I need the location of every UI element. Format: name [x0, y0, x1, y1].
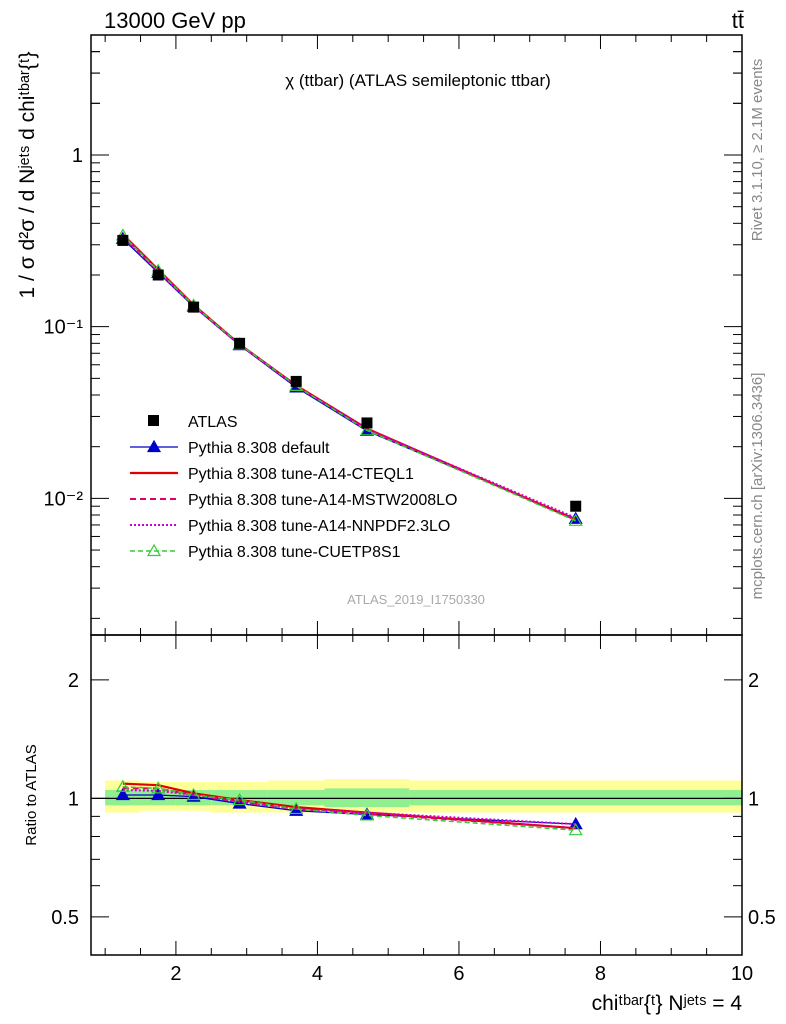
series-cuetp8s1-point	[568, 513, 583, 526]
ratio-series-default-point	[115, 787, 130, 801]
ratio-series-cuetp8s1-point	[232, 792, 247, 806]
ratio-series-cuetp8s1-point	[151, 781, 166, 794]
stat-band	[267, 790, 325, 806]
data-point	[117, 234, 129, 246]
ratio-series-default-point	[151, 787, 166, 801]
y-tick-label: 1	[72, 145, 83, 167]
legend-marker-data	[148, 415, 159, 426]
ratio-series-cuetp8s1-point	[359, 808, 375, 821]
ratio-y-tick-label-right: 1	[748, 788, 759, 810]
legend-label-data: ATLAS	[188, 414, 238, 431]
rivet-label: Rivet 3.1.10, ≥ 2.1M events	[749, 59, 766, 242]
mcplots-label: mcplots.cern.ch [arXiv:1306.3436]	[749, 373, 766, 600]
ratio-y-tick-label: 2	[68, 670, 79, 692]
plot-title: χ (ttbar) (ATLAS semileptonic ttbar)	[285, 71, 551, 90]
data-point	[361, 417, 373, 429]
data-point	[152, 269, 164, 281]
legend-marker-cuetp8s1	[146, 543, 162, 557]
ratio-frame	[90, 634, 743, 956]
legend-label-default: Pythia 8.308 default	[188, 440, 330, 457]
legend-label-a14nnpdf: Pythia 8.308 tune-A14-NNPDF2.3LO	[188, 518, 450, 535]
x-tick-label: 8	[595, 963, 606, 985]
y-tick-label: 10⁻¹	[44, 317, 84, 339]
xlabel: chiᵗᵇᵃʳ{ᵗ} Nʲᵉᵗˢ = 4	[592, 992, 743, 1015]
collision-label: 13000 GeV pp	[104, 8, 246, 33]
data-point	[234, 337, 246, 349]
ratio-series-cuetp8s1-point	[115, 779, 130, 792]
legend-label-a14cteq: Pythia 8.308 tune-A14-CTEQL1	[188, 466, 414, 483]
ratio-y-tick-label: 1	[68, 788, 79, 810]
data-point	[188, 301, 200, 313]
process-label: tt̄	[732, 8, 744, 33]
x-tick-label: 10	[731, 963, 753, 985]
legend-marker-default	[146, 439, 162, 453]
watermark: ATLAS_2019_I1750330	[347, 592, 485, 607]
top-ylabel: 1 / σ d²σ / d Nʲᵉᵗˢ d chiᵗᵇᵃʳ{ᵗ}	[16, 52, 39, 299]
series-cuetp8s1-point	[359, 423, 375, 436]
legend-label-cuetp8s1: Pythia 8.308 tune-CUETP8S1	[188, 544, 401, 561]
data-point	[570, 500, 582, 512]
ratio-series-cuetp8s1-point	[289, 801, 304, 815]
bottom-ylabel: Ratio to ATLAS	[23, 744, 40, 845]
legend: ATLAS Pythia 8.308 default Pythia 8.308 tu…	[130, 414, 457, 561]
data-point	[290, 375, 302, 387]
legend-label-a14mstw: Pythia 8.308 tune-A14-MSTW2008LO	[188, 492, 457, 509]
ratio-series-cuetp8s1-point	[186, 787, 201, 801]
ratio-panel: 2 4 6 8 10 0.5 0.5 1 1 2 2	[51, 35, 776, 985]
ratio-series-cuetp8s1-point	[568, 822, 583, 836]
ratio-y-tick-label-right: 2	[748, 670, 759, 692]
stat-band	[409, 790, 742, 806]
x-tick-label: 2	[170, 963, 181, 985]
ratio-series-a14nnpdf-line	[122, 789, 576, 826]
x-tick-label: 6	[453, 963, 464, 985]
ratio-series-cuetp8s1-line	[122, 786, 576, 831]
ratio-y-tick-label: 0.5	[51, 907, 79, 929]
main-panel: 10⁻² 10⁻¹ 1	[44, 34, 743, 636]
x-tick-label: 4	[312, 963, 323, 985]
y-tick-label: 10⁻²	[44, 488, 84, 510]
ratio-y-tick-label-right: 0.5	[748, 907, 776, 929]
